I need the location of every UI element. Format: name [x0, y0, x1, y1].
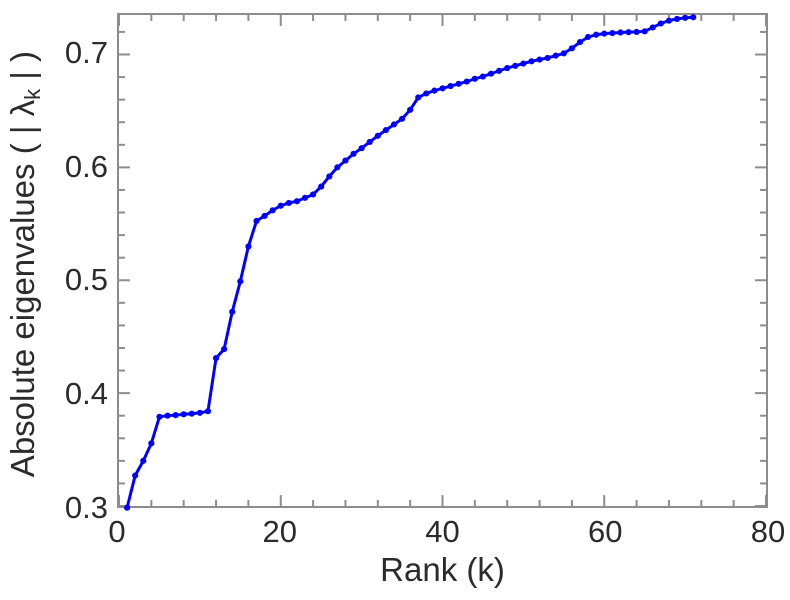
- data-point-marker: [172, 412, 179, 419]
- x-axis-title: Rank (k): [380, 551, 505, 588]
- data-point-marker: [633, 28, 640, 36]
- data-point-marker: [358, 145, 365, 152]
- data-point-marker: [552, 52, 559, 59]
- data-point-marker: [528, 58, 535, 65]
- data-point-marker: [415, 94, 422, 101]
- data-point-marker: [455, 80, 462, 87]
- data-point-marker: [601, 30, 608, 37]
- data-point-marker: [568, 45, 575, 52]
- data-point-marker: [237, 278, 244, 285]
- data-point-marker: [520, 60, 527, 67]
- data-point-marker: [560, 50, 567, 57]
- x-tick-label: 0: [108, 514, 126, 549]
- data-point-marker: [463, 78, 470, 85]
- data-point-marker: [423, 90, 430, 97]
- data-point-marker: [261, 212, 268, 219]
- data-point-marker: [641, 28, 648, 35]
- data-point-marker: [269, 207, 276, 214]
- data-point-marker: [204, 408, 212, 415]
- data-point-marker: [140, 457, 147, 464]
- series-line: [125, 15, 695, 510]
- data-point-marker: [479, 73, 487, 80]
- data-point-marker: [496, 67, 503, 74]
- y-tick-label: 0.7: [64, 34, 108, 70]
- data-point-marker: [617, 29, 624, 36]
- data-point-marker: [439, 85, 446, 92]
- y-axis-title: Absolute eigenvalues ( | λk | ): [3, 50, 46, 478]
- data-point-marker: [148, 440, 155, 447]
- data-point-marker: [212, 355, 220, 362]
- data-point-marker: [350, 150, 357, 157]
- data-point-marker: [390, 121, 398, 128]
- data-point-marker: [665, 17, 673, 24]
- data-point-marker: [318, 183, 325, 190]
- data-point-marker: [471, 75, 478, 82]
- data-point-marker: [609, 29, 616, 37]
- data-point-marker: [584, 33, 592, 41]
- data-point-marker: [156, 413, 163, 420]
- data-point-marker: [132, 472, 139, 479]
- data-point-marker: [310, 191, 317, 198]
- data-point-marker: [657, 20, 664, 27]
- data-point-marker: [196, 409, 203, 416]
- data-point-marker: [277, 202, 284, 209]
- data-canvas: [118, 14, 767, 511]
- data-point-marker: [253, 217, 260, 225]
- data-point-marker: [512, 62, 519, 69]
- data-point-marker: [334, 164, 341, 171]
- data-point-marker: [285, 199, 292, 207]
- y-tick-label: 0.5: [64, 262, 108, 298]
- data-point-marker: [301, 194, 309, 201]
- data-point-marker: [382, 127, 389, 134]
- data-point-marker: [180, 411, 187, 418]
- data-point-marker: [188, 410, 195, 417]
- data-point-marker: [366, 138, 373, 146]
- data-point-marker: [229, 308, 236, 315]
- y-tick-label: 0.6: [64, 148, 108, 184]
- data-point-marker: [487, 70, 495, 77]
- data-point-marker: [124, 504, 131, 511]
- data-point-marker: [544, 54, 551, 61]
- y-tick-label: 0.3: [64, 490, 108, 525]
- x-tick-label: 40: [425, 514, 460, 549]
- y-axis-tick-labels: 0.3 0.4 0.5 0.6 0.7: [0, 0, 108, 600]
- data-point-marker: [649, 24, 656, 31]
- plot-area: [117, 13, 768, 511]
- data-point-marker: [536, 56, 543, 63]
- data-point-marker: [221, 346, 228, 353]
- data-point-marker: [673, 15, 681, 23]
- data-point-marker: [398, 115, 406, 122]
- data-point-marker: [576, 39, 584, 46]
- data-point-marker: [407, 106, 414, 113]
- data-point-marker: [164, 412, 171, 419]
- data-point-marker: [431, 87, 438, 94]
- data-point-marker: [682, 14, 689, 21]
- data-point-marker: [293, 198, 301, 205]
- x-tick-label: 80: [750, 514, 786, 549]
- data-point-marker: [593, 31, 600, 38]
- x-tick-label: 60: [588, 514, 623, 549]
- data-point-marker: [690, 14, 697, 21]
- data-point-marker: [245, 243, 252, 250]
- data-point-marker: [504, 64, 511, 72]
- y-tick-label: 0.4: [64, 376, 108, 412]
- data-point-marker: [625, 29, 632, 36]
- data-point-marker: [342, 157, 349, 164]
- data-point-marker: [326, 173, 333, 180]
- data-point-marker: [374, 132, 381, 139]
- x-tick-label: 20: [262, 514, 297, 549]
- data-point-marker: [447, 83, 454, 90]
